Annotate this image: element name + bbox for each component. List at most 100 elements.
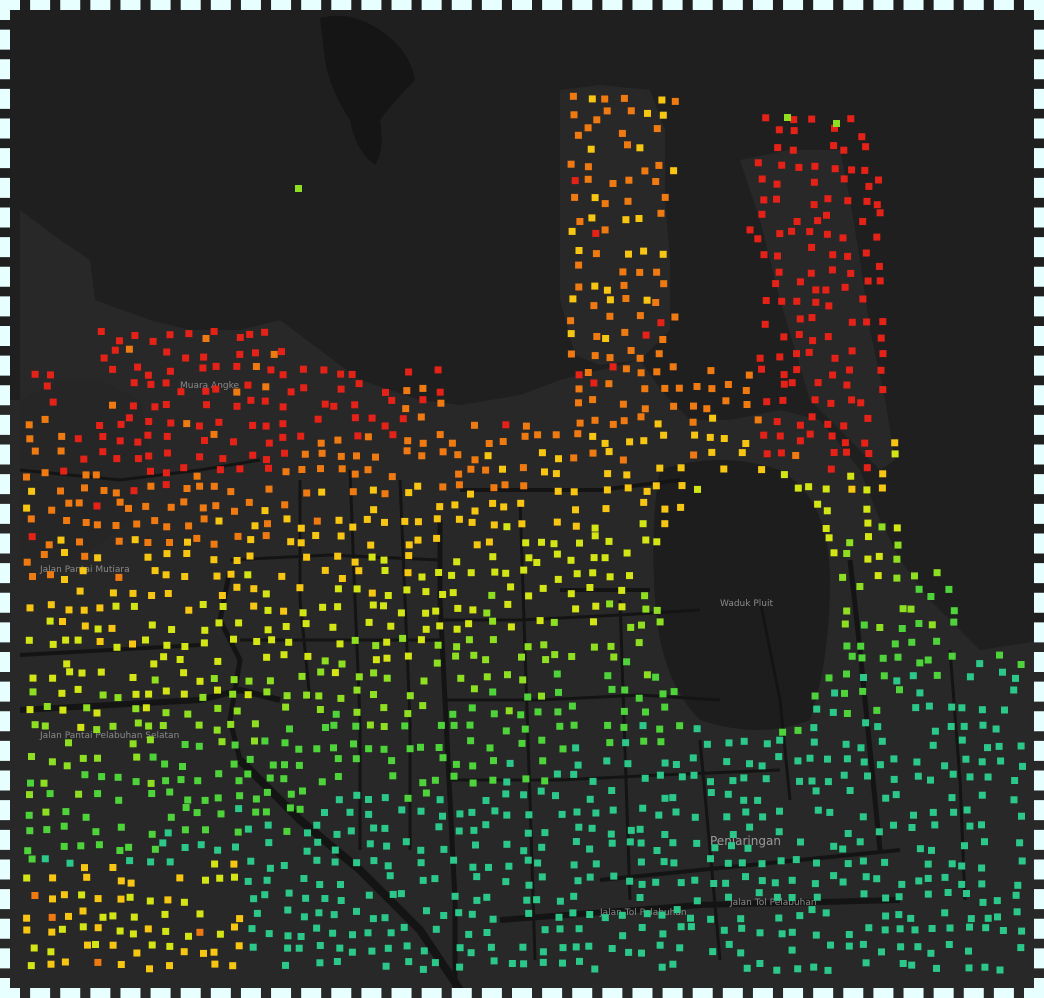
data-point [841,283,849,291]
data-point [593,333,601,340]
data-point [47,601,55,609]
data-point [250,585,258,593]
data-point [609,806,617,814]
data-point [827,941,834,949]
data-point [609,420,617,428]
data-point [524,856,532,864]
data-point [414,518,422,526]
data-point [202,335,210,342]
data-point [422,588,430,596]
data-point [214,846,222,854]
data-point [405,552,413,560]
data-point [775,753,783,761]
data-point [418,452,426,460]
data-point [893,524,901,532]
data-point [724,859,732,867]
data-point [196,910,204,918]
data-point [899,605,907,613]
data-point [601,95,609,103]
data-point [691,431,699,439]
data-point [57,536,65,544]
data-point [572,522,580,530]
data-point [270,350,278,358]
data-point [74,435,82,443]
data-point [449,710,457,718]
data-point [570,892,578,900]
data-point [863,197,871,205]
data-point [984,744,991,752]
data-point [590,379,598,387]
data-point [915,620,923,627]
data-point [652,299,660,306]
data-point [754,416,762,424]
data-point [738,859,746,867]
data-point [873,233,881,241]
data-point [455,515,463,523]
data-point [142,636,149,644]
data-point [235,805,243,813]
data-point [841,689,848,697]
data-point [933,569,941,577]
data-point [591,965,599,973]
data-point [331,669,339,677]
data-point [40,779,48,787]
data-point [79,567,87,575]
data-point [591,524,599,532]
data-point [230,438,237,446]
data-point [606,573,614,581]
data-point [724,790,732,798]
data-point [760,251,768,259]
data-point [763,740,771,748]
data-point [351,401,359,409]
data-point [978,791,986,799]
data-point [857,399,865,407]
data-point [234,828,242,836]
data-point [812,931,820,939]
data-point [261,507,269,515]
data-point [454,451,462,459]
data-point [539,948,547,956]
data-point [184,796,192,804]
data-point [890,755,898,763]
data-point [788,379,796,387]
data-point [796,315,804,323]
data-point [960,722,968,730]
data-point [779,396,787,404]
data-point [201,796,209,804]
data-point [279,403,287,411]
data-point [303,691,311,699]
data-point [25,421,33,429]
data-point [201,626,209,634]
data-point [43,703,51,710]
data-point [381,824,389,832]
data-point [848,347,856,355]
data-point [316,942,324,949]
data-point [353,859,361,867]
data-point [941,909,949,917]
data-point [261,328,269,336]
data-point [1010,796,1018,804]
data-point [337,370,345,378]
data-point [212,502,220,510]
data-point [457,674,465,682]
data-point [419,396,427,404]
data-point [586,911,594,918]
data-point [132,778,140,786]
data-point [351,414,359,422]
data-point [253,638,261,645]
data-point [436,388,444,396]
data-point [132,690,140,698]
data-point [724,381,732,388]
data-point [49,398,57,406]
data-point [542,656,550,664]
data-point [929,808,937,816]
data-point [76,587,84,595]
data-point [302,894,310,902]
data-point [116,927,124,935]
data-point [677,464,685,472]
data-point [538,538,545,546]
data-point [23,926,31,934]
data-point [623,549,631,557]
data-point [760,431,768,439]
